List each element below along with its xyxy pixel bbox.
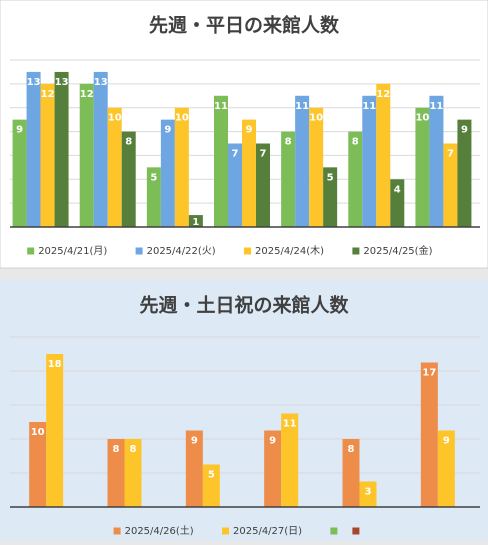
data-label: 17 xyxy=(422,368,436,379)
data-label: 9 xyxy=(246,125,253,136)
data-label: 12 xyxy=(80,89,94,100)
data-label: 9 xyxy=(191,436,198,447)
data-label: 11 xyxy=(429,101,443,112)
data-label: 7 xyxy=(232,149,239,160)
bar xyxy=(323,167,338,227)
bar xyxy=(264,430,282,507)
legend-swatch xyxy=(352,527,360,535)
bar xyxy=(54,71,69,227)
legend-swatch xyxy=(27,247,35,255)
bar xyxy=(362,95,377,228)
data-label: 18 xyxy=(48,359,62,370)
data-label: 7 xyxy=(260,149,267,160)
bar xyxy=(359,481,377,507)
bar xyxy=(242,119,256,227)
bar xyxy=(12,119,27,227)
bar xyxy=(93,71,108,227)
legend-label: 2025/4/22(火) xyxy=(147,245,216,257)
data-label: 11 xyxy=(214,101,228,112)
data-label: 5 xyxy=(150,172,157,183)
data-label: 10 xyxy=(175,113,189,124)
chart-title: 先週・土日祝の来館人数 xyxy=(139,294,349,317)
bar xyxy=(121,131,136,227)
bar xyxy=(124,439,142,507)
legend-label: 2025/4/24(木) xyxy=(255,245,324,257)
legend-label: 2025/4/27(日) xyxy=(233,526,302,537)
data-label: 9 xyxy=(443,436,450,447)
bar xyxy=(429,95,444,228)
data-label: 12 xyxy=(376,89,390,100)
data-label: 8 xyxy=(285,137,292,148)
bar xyxy=(342,439,360,507)
legend-swatch xyxy=(135,247,143,255)
data-label: 9 xyxy=(16,125,23,136)
data-label: 7 xyxy=(447,149,454,160)
data-label: 11 xyxy=(362,101,376,112)
bar xyxy=(185,430,203,507)
bar xyxy=(309,107,324,227)
legend-swatch xyxy=(244,247,251,255)
data-label: 9 xyxy=(164,125,171,136)
chart-title: 先週・平日の来館人数 xyxy=(149,14,340,37)
data-label: 9 xyxy=(461,125,468,136)
bar xyxy=(40,83,55,227)
bar xyxy=(46,354,64,507)
bar xyxy=(79,83,94,227)
panel xyxy=(0,280,488,541)
bar xyxy=(437,430,455,507)
data-label: 8 xyxy=(348,444,355,455)
bar xyxy=(202,464,220,507)
data-label: 10 xyxy=(108,113,122,124)
data-label: 10 xyxy=(415,113,429,124)
bar xyxy=(443,143,458,227)
data-label: 8 xyxy=(125,137,132,148)
data-label: 9 xyxy=(269,436,276,447)
bar xyxy=(256,143,270,227)
bar xyxy=(420,362,438,507)
legend-label: 2025/4/21(月) xyxy=(38,245,107,257)
legend-swatch xyxy=(352,247,360,255)
bar xyxy=(146,167,161,227)
bar xyxy=(415,107,430,227)
bar xyxy=(390,179,405,227)
data-label: 8 xyxy=(352,137,359,148)
data-label: 5 xyxy=(208,470,215,481)
bar xyxy=(174,107,189,227)
legend-swatch xyxy=(330,527,338,535)
bar xyxy=(107,439,125,507)
bar xyxy=(281,131,296,227)
data-label: 13 xyxy=(27,77,41,88)
data-label: 4 xyxy=(394,184,401,195)
data-label: 11 xyxy=(295,101,309,112)
data-label: 12 xyxy=(41,89,55,100)
bar xyxy=(26,71,41,227)
data-label: 13 xyxy=(94,77,108,88)
data-label: 8 xyxy=(113,444,120,455)
data-label: 11 xyxy=(283,419,297,430)
bar xyxy=(376,83,391,227)
legend-swatch xyxy=(113,527,121,535)
data-label: 10 xyxy=(31,427,45,438)
data-label: 13 xyxy=(55,77,69,88)
bar xyxy=(188,215,203,227)
bar xyxy=(107,107,122,227)
bar xyxy=(348,131,363,227)
bar xyxy=(228,143,242,227)
bar xyxy=(457,119,472,227)
legend-swatch xyxy=(222,527,229,535)
bar xyxy=(160,119,175,227)
bar xyxy=(295,95,310,228)
data-label: 5 xyxy=(327,172,334,183)
legend-label: 2025/4/26(土) xyxy=(125,524,194,537)
legend-label: 2025/4/25(金) xyxy=(363,244,432,257)
data-label: 10 xyxy=(309,113,323,124)
data-label: 1 xyxy=(192,217,199,228)
bar xyxy=(281,413,299,507)
bar xyxy=(214,95,228,228)
bar xyxy=(29,422,47,507)
data-label: 8 xyxy=(130,444,137,455)
data-label: 3 xyxy=(365,487,372,498)
